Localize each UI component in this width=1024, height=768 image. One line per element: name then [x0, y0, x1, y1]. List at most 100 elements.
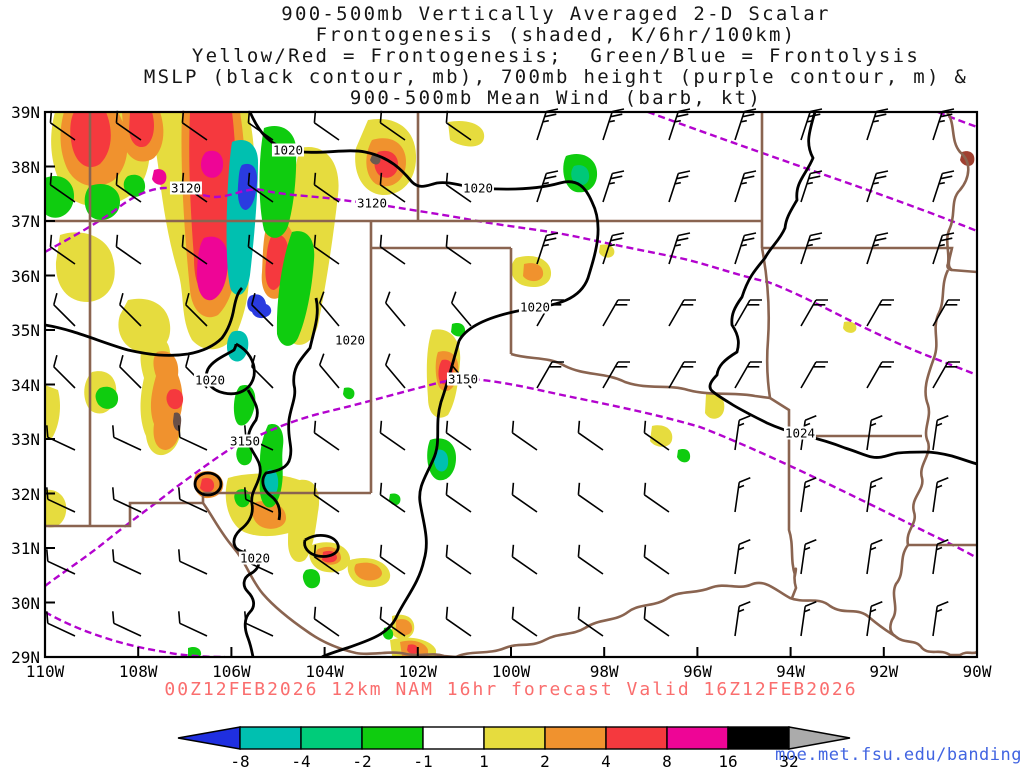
wind-barb [866, 539, 883, 575]
mslp-contour-label: 1020 [271, 142, 305, 158]
wind-barb [800, 601, 817, 637]
frontogenesis-blob [407, 644, 419, 654]
colorbar-level-label: 4 [601, 752, 611, 768]
frontogenesis-blob [354, 562, 382, 581]
wind-barb [932, 477, 949, 513]
frontogenesis-blob [571, 165, 590, 186]
wind-barb [53, 354, 76, 389]
wind-barb [112, 425, 142, 451]
lon-axis-label: 110W [25, 662, 65, 681]
wind-barb [181, 234, 208, 265]
wind-barb [244, 487, 274, 513]
wind-barb [734, 601, 751, 637]
state-border [201, 502, 457, 657]
wind-barb [46, 549, 76, 575]
wind-barb [800, 299, 828, 327]
mslp-contour-label: 1020 [193, 372, 227, 388]
wind-barb [115, 234, 142, 265]
wind-barb [668, 361, 696, 389]
lat-axis-label: 36N [11, 266, 40, 286]
wind-barb [313, 234, 340, 265]
wind-barb [734, 539, 751, 575]
height-contour-label: 3120 [169, 180, 203, 196]
frontogenesis-blob [343, 387, 355, 400]
state-border [760, 247, 772, 399]
frontogenesis-blob [45, 489, 67, 528]
frontogenesis-blob [95, 386, 119, 409]
wind-barb [450, 291, 472, 327]
lon-axis-label: 108W [118, 662, 158, 681]
frontogenesis-blob [288, 479, 320, 562]
wind-barb [511, 544, 538, 575]
wind-barb [668, 170, 691, 203]
wind-barb [247, 172, 274, 203]
wind-barb [866, 601, 883, 637]
wind-barb [800, 539, 817, 575]
wind-barb [244, 611, 274, 637]
mslp-contour-label: 1020 [238, 550, 272, 566]
colorbar-cell [422, 726, 485, 750]
colorbar-level-label: 8 [662, 752, 672, 768]
wind-barb [178, 549, 208, 575]
state-border [889, 544, 910, 638]
wind-barb [734, 232, 757, 265]
wind-barb [932, 170, 955, 203]
wind-barb [251, 292, 274, 327]
wind-barb [112, 549, 142, 575]
wind-barb [800, 361, 828, 389]
frontogenesis-blob [451, 322, 466, 337]
wind-barb [800, 170, 823, 203]
frontogenesis-blob [236, 444, 253, 466]
frontogenesis-blob [45, 385, 60, 440]
wind-barb [536, 361, 564, 389]
wind-barb-layer [46, 108, 960, 637]
wind-barb [602, 361, 630, 389]
wind-barb [866, 299, 894, 327]
colorbar-level-label: -2 [352, 752, 372, 768]
lon-axis-label: 92W [869, 662, 899, 681]
wind-barb [734, 299, 762, 327]
wind-barb [119, 292, 142, 327]
frontogenesis-blob [396, 619, 413, 636]
credit-link[interactable]: moe.met.fsu.edu/banding [775, 745, 1022, 765]
frontogenesis-blob [196, 236, 228, 301]
wind-barb [643, 482, 670, 513]
state-border [45, 493, 205, 528]
height-contour [45, 377, 977, 587]
wind-barb [445, 606, 472, 637]
lon-axis-label: 106W [212, 662, 251, 681]
frontogenesis-blob [677, 448, 691, 463]
wind-barb [866, 108, 889, 141]
wind-barb [800, 477, 817, 513]
height-contour [647, 112, 977, 233]
frontogenesis-blob [523, 263, 544, 282]
wind-barb [119, 354, 142, 389]
frontogenesis-blob [152, 169, 167, 185]
mslp-contour-label: 1024 [783, 425, 817, 441]
wind-barb [668, 299, 696, 327]
wind-barb [866, 415, 883, 451]
mslp-contour [708, 112, 977, 466]
mslp-contour [45, 287, 244, 357]
wind-barb [445, 544, 472, 575]
lat-axis-label: 38N [11, 157, 40, 177]
wind-barb [313, 110, 340, 141]
frontogenesis-blob [302, 569, 321, 589]
frontogenesis-blob [123, 174, 146, 197]
wind-barb [602, 170, 625, 203]
colorbar-cell [544, 726, 607, 750]
wind-barb [313, 172, 340, 203]
colorbar-level-label: 1 [479, 752, 489, 768]
height-contour [45, 610, 226, 657]
frontogenesis-blob [84, 183, 120, 221]
frontogenesis-blob [276, 231, 315, 346]
lon-axis-label: 98W [589, 662, 619, 681]
colorbar-graphic [177, 726, 851, 750]
frontogenesis-blob [705, 392, 725, 419]
frontogenesis-blob [843, 321, 857, 333]
frontogenesis-blob [448, 120, 485, 147]
frontogenesis-blob [129, 112, 154, 148]
wind-barb [866, 232, 889, 265]
frontogenesis-blob [55, 232, 115, 302]
